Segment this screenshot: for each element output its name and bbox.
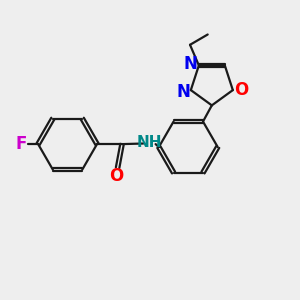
Text: N: N [176,82,190,100]
Text: N: N [184,55,197,73]
Text: O: O [234,81,248,99]
Text: NH: NH [137,134,163,149]
Text: O: O [109,167,123,185]
Text: F: F [16,135,27,153]
